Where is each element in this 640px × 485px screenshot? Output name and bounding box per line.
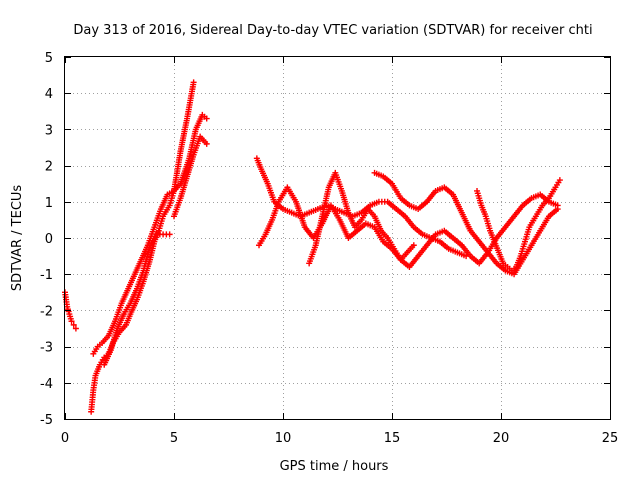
- data-point: [68, 318, 75, 325]
- data-point: [166, 231, 173, 238]
- plot-frame: [64, 56, 611, 420]
- x-tick-label: 10: [275, 431, 292, 446]
- series-track-e: [171, 133, 210, 220]
- axis-ticks: [65, 57, 611, 420]
- series-track-j: [474, 177, 563, 274]
- series-track-h: [306, 169, 417, 267]
- data-point: [72, 325, 79, 332]
- y-tick-label: -3: [40, 341, 53, 356]
- y-tick-label: 4: [45, 87, 53, 102]
- series-track-g: [256, 184, 561, 270]
- data-point: [410, 242, 417, 249]
- x-tick-label: 5: [170, 431, 178, 446]
- y-tick-label: 1: [45, 196, 53, 211]
- data-point: [190, 79, 197, 86]
- data-marks: [62, 79, 563, 415]
- series-track-f: [253, 155, 470, 260]
- data-point: [556, 177, 563, 184]
- y-tick-label: -5: [40, 413, 53, 428]
- y-tick-label: 0: [45, 232, 53, 247]
- chart-title: Day 313 of 2016, Sidereal Day-to-day VTE…: [73, 23, 592, 38]
- y-axis-label: SDTVAR / TECUs: [10, 185, 25, 292]
- x-tick-label: 20: [493, 431, 510, 446]
- y-tick-label: -4: [40, 377, 53, 392]
- y-tick-label: -2: [40, 304, 53, 319]
- data-point: [203, 115, 210, 122]
- y-tick-label: 2: [45, 160, 53, 175]
- x-tick-label: 0: [61, 431, 69, 446]
- x-tick-label: 25: [602, 431, 619, 446]
- data-point: [554, 206, 561, 213]
- series-track-i: [371, 169, 561, 278]
- series-track-d: [101, 231, 173, 368]
- x-axis-label: GPS time / hours: [280, 459, 389, 474]
- data-point: [70, 321, 77, 328]
- series-track-c: [90, 111, 210, 357]
- y-tick-label: 5: [45, 51, 53, 66]
- y-tick-label: -1: [40, 268, 53, 283]
- x-tick-label: 15: [384, 431, 401, 446]
- y-tick-label: 3: [45, 123, 53, 138]
- data-point: [203, 140, 210, 147]
- axis-tick-labels: 0 5 10 15 20 25 -5 -4 -3 -2 -1 0 1 2 3 4 5: [40, 51, 618, 446]
- grid: [65, 57, 610, 419]
